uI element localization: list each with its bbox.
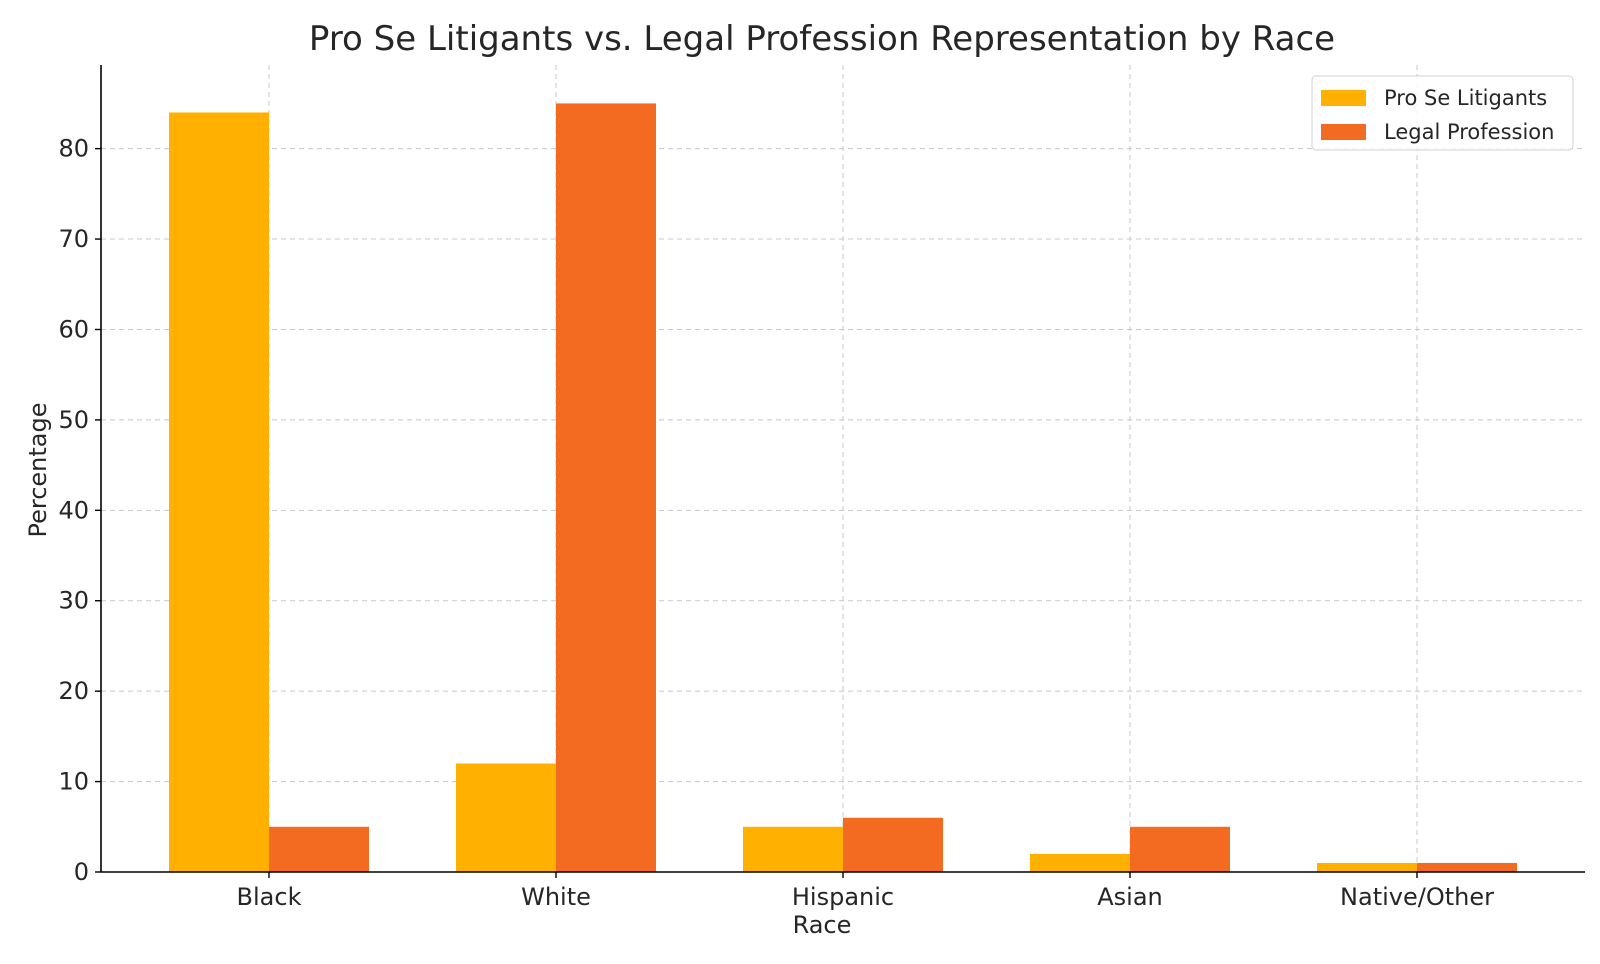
y-tick-label: 10 — [58, 768, 89, 796]
legend-label: Legal Profession — [1384, 120, 1554, 144]
legend-label: Pro Se Litigants — [1384, 86, 1547, 110]
bars — [169, 103, 1517, 873]
tick-labels: 0 10 20 30 40 50 60 70 80 Black White Hispanic Asian… — [58, 135, 1494, 911]
legend-box — [1311, 75, 1574, 151]
legend-swatch — [1321, 124, 1366, 140]
y-tick-label: 50 — [58, 406, 89, 434]
bar-legal-profession-asian — [1130, 826, 1230, 872]
bar-pro-se-litigants-native-other — [1317, 862, 1417, 872]
bar-pro-se-litigants-asian — [1030, 853, 1130, 872]
bar-legal-profession-hispanic — [843, 817, 943, 872]
chart-title: Pro Se Litigants vs. Legal Profession Re… — [309, 19, 1335, 59]
bar-legal-profession-white — [556, 103, 656, 872]
bar-legal-profession-native-other — [1417, 862, 1517, 872]
x-tick-label: White — [521, 883, 591, 911]
legend-swatch — [1321, 90, 1366, 106]
x-tick-label: Hispanic — [792, 883, 894, 911]
x-tick-label: Black — [237, 883, 302, 911]
x-tick-label: Asian — [1097, 883, 1163, 911]
x-axis-label: Race — [793, 911, 852, 939]
bar-legal-profession-black — [269, 826, 369, 872]
grid-lines — [101, 65, 1585, 872]
bar-pro-se-litigants-hispanic — [743, 826, 843, 872]
bar-pro-se-litigants-black — [169, 112, 269, 873]
y-tick-label: 80 — [58, 135, 89, 163]
bar-pro-se-litigants-white — [456, 763, 556, 872]
y-tick-label: 0 — [74, 858, 89, 886]
x-tick-label: Native/Other — [1340, 883, 1494, 911]
y-tick-label: 70 — [58, 225, 89, 253]
y-tick-label: 60 — [58, 315, 89, 343]
legend: Pro Se Litigants Legal Profession — [1311, 75, 1574, 151]
y-tick-label: 20 — [58, 677, 89, 705]
y-axis-label: Percentage — [24, 402, 52, 537]
y-tick-label: 30 — [58, 587, 89, 615]
y-tick-label: 40 — [58, 496, 89, 524]
